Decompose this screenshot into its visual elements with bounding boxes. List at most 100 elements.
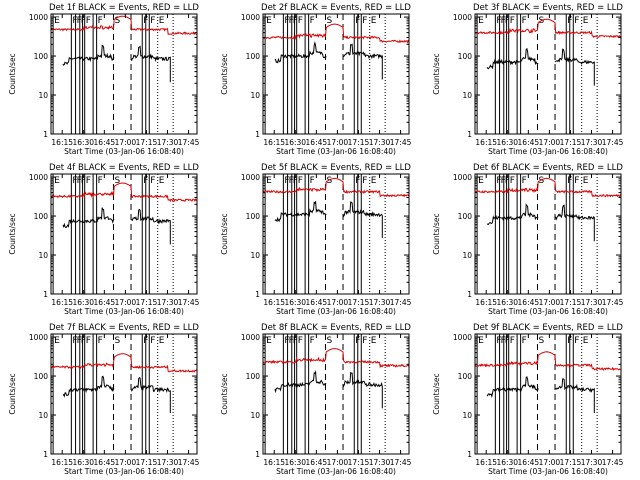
y-tick-label: 100 bbox=[246, 52, 261, 61]
marker-label: F bbox=[501, 336, 506, 346]
x-tick-label: 17:45 bbox=[602, 298, 624, 307]
marker-label: E bbox=[266, 176, 272, 186]
x-tick-label: 17:00 bbox=[327, 138, 349, 147]
marker-label: E bbox=[478, 336, 484, 346]
marker-label: F bbox=[86, 16, 91, 26]
y-axis-label: Counts/sec bbox=[8, 53, 17, 94]
x-tick-label: 17:30 bbox=[369, 138, 391, 147]
plot-frame bbox=[50, 333, 198, 455]
x-tick-label: 17:00 bbox=[115, 458, 137, 467]
x-tick-label: 17:30 bbox=[369, 298, 391, 307]
y-tick-label: 100 bbox=[458, 52, 473, 61]
marker-label: E bbox=[54, 336, 60, 346]
x-tick-label: 17:45 bbox=[390, 138, 412, 147]
x-tick-label: 16:45 bbox=[518, 458, 540, 467]
marker-label: S bbox=[326, 336, 332, 346]
x-tick-label: 17:30 bbox=[157, 298, 179, 307]
x-tick-label: 17:45 bbox=[178, 138, 200, 147]
events-series-line bbox=[486, 47, 539, 70]
lld-series-line bbox=[262, 348, 410, 369]
y-axis-label: Counts/sec bbox=[220, 373, 229, 414]
marker-label: F bbox=[150, 336, 155, 346]
x-tick-label: 17:15 bbox=[560, 298, 582, 307]
y-tick-label: 10 bbox=[462, 411, 472, 420]
x-tick-label: 16:45 bbox=[94, 458, 116, 467]
marker-label: S bbox=[114, 176, 120, 186]
x-tick-label: 16:45 bbox=[306, 298, 328, 307]
y-tick-label: 1000 bbox=[29, 173, 48, 182]
panel-title: Det 7f BLACK = Events, RED = LLD bbox=[49, 323, 199, 333]
y-tick-label: 1000 bbox=[453, 333, 472, 342]
marker-label: E bbox=[266, 16, 272, 26]
x-tick-label: 17:45 bbox=[602, 138, 624, 147]
marker-label: F bbox=[310, 336, 315, 346]
plot-frame bbox=[474, 13, 622, 135]
marker-label: S bbox=[326, 16, 332, 26]
y-tick-label: 100 bbox=[246, 372, 261, 381]
y-axis-label: Counts/sec bbox=[220, 213, 229, 254]
y-tick-label: 10 bbox=[38, 251, 48, 260]
panel-7: Det 7f BLACK = Events, RED = LLDEFFFFFFF… bbox=[8, 323, 200, 476]
panel-9: Det 9f BLACK = Events, RED = LLDEFFFFFFF… bbox=[432, 323, 624, 476]
plot-frame bbox=[50, 173, 198, 295]
y-tick-label: 1 bbox=[43, 290, 48, 299]
y-tick-label: 1000 bbox=[29, 333, 48, 342]
marker-label: S bbox=[114, 336, 120, 346]
marker-label: E bbox=[583, 336, 589, 346]
lld-series-line bbox=[474, 351, 622, 371]
x-tick-label: 16:45 bbox=[94, 138, 116, 147]
x-tick-label: 17:30 bbox=[369, 458, 391, 467]
plot-frame bbox=[50, 13, 198, 135]
x-tick-label: 16:15 bbox=[263, 138, 285, 147]
marker-label: F bbox=[522, 176, 527, 186]
marker-label: F bbox=[72, 176, 77, 186]
y-tick-label: 1000 bbox=[29, 13, 48, 22]
x-tick-label: 16:30 bbox=[496, 458, 518, 467]
y-tick-label: 1000 bbox=[453, 173, 472, 182]
plot-frame bbox=[474, 333, 622, 455]
panel-1: Det 1f BLACK = Events, RED = LLDEFFFFFFF… bbox=[8, 3, 200, 156]
x-tick-label: 16:30 bbox=[72, 138, 94, 147]
y-tick-label: 100 bbox=[34, 52, 49, 61]
y-axis-label: Counts/sec bbox=[8, 373, 17, 414]
x-axis-label: Start Time (03-Jan-06 16:08:40) bbox=[64, 467, 184, 476]
marker-label: F bbox=[501, 176, 506, 186]
panel-8: Det 8f BLACK = Events, RED = LLDEFFFFFFF… bbox=[220, 323, 412, 476]
x-tick-label: 17:45 bbox=[602, 458, 624, 467]
panel-title: Det 4f BLACK = Events, RED = LLD bbox=[49, 163, 199, 173]
x-tick-label: 16:30 bbox=[496, 298, 518, 307]
marker-label: E bbox=[159, 336, 165, 346]
marker-label: F bbox=[505, 176, 510, 186]
x-tick-label: 16:30 bbox=[284, 458, 306, 467]
y-tick-label: 10 bbox=[38, 411, 48, 420]
y-tick-label: 100 bbox=[458, 372, 473, 381]
marker-label: E bbox=[54, 176, 60, 186]
marker-label: E bbox=[54, 16, 60, 26]
marker-label: F bbox=[150, 176, 155, 186]
x-tick-label: 16:30 bbox=[72, 298, 94, 307]
x-tick-label: 17:15 bbox=[136, 458, 158, 467]
x-tick-label: 17:45 bbox=[178, 458, 200, 467]
x-tick-label: 17:00 bbox=[539, 138, 561, 147]
y-tick-label: 10 bbox=[38, 91, 48, 100]
x-tick-label: 17:00 bbox=[327, 458, 349, 467]
marker-label: F bbox=[496, 176, 501, 186]
x-axis-label: Start Time (03-Jan-06 16:08:40) bbox=[64, 307, 184, 316]
y-axis-label: Counts/sec bbox=[432, 213, 441, 254]
marker-label: E bbox=[371, 16, 377, 26]
events-series-line bbox=[274, 201, 327, 223]
x-tick-label: 17:00 bbox=[539, 298, 561, 307]
events-series-line bbox=[130, 377, 171, 413]
marker-label: F bbox=[362, 336, 367, 346]
x-tick-label: 17:30 bbox=[581, 138, 603, 147]
y-tick-label: 1000 bbox=[241, 173, 260, 182]
x-tick-label: 17:15 bbox=[560, 458, 582, 467]
x-tick-label: 16:15 bbox=[475, 458, 497, 467]
marker-label: E bbox=[478, 16, 484, 26]
lld-series-line bbox=[262, 177, 410, 198]
y-tick-label: 1 bbox=[43, 130, 48, 139]
x-tick-label: 16:30 bbox=[72, 458, 94, 467]
events-series-line bbox=[62, 44, 115, 66]
lld-series-line bbox=[262, 23, 410, 44]
x-tick-label: 16:15 bbox=[263, 298, 285, 307]
